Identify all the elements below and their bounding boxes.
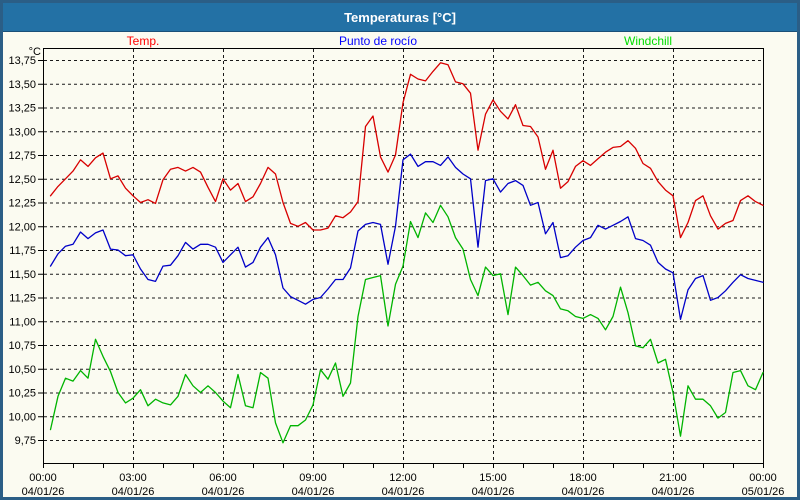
x-tick-date: 04/01/26 [652,486,695,498]
y-tick-label: 13,75 [8,55,36,67]
y-tick-label: 12,25 [8,198,36,210]
x-tick-date: 04/01/26 [562,486,605,498]
y-tick-label: 10,50 [8,364,36,376]
y-tick-label: 12,00 [8,221,36,233]
x-tick-date: 04/01/26 [22,486,65,498]
legend-item-temp: Temp. [126,34,160,48]
x-tick-time: 12:00 [389,472,417,484]
series-temp-line [49,62,764,239]
x-tick-time: 06:00 [209,472,237,484]
x-tick-time: 09:00 [299,472,327,484]
x-tick-time: 03:00 [119,472,147,484]
legend-item-windchill: Windchill [623,34,673,48]
x-tick-time: 21:00 [659,472,687,484]
y-tick-label: 13,50 [8,79,36,91]
temperature-chart: 13,75 13,50 13,25 13,00 12,75 12,50 12,25 12,00… [8,46,785,498]
series-windchill-line [49,204,764,444]
page-title: Temperaturas [°C] [344,9,456,25]
x-gridlines [133,49,674,462]
series-dew-point-line [49,153,764,321]
x-tick-date: 04/01/26 [472,486,515,498]
y-tick-label: 11,25 [9,293,36,305]
y-axis-ticks [38,60,43,441]
legend-item-dew-point: Punto de rocío [338,34,418,48]
x-tick-time: 00:00 [29,472,57,484]
y-tick-label: 10,25 [8,388,36,400]
x-tick-time: 00:00 [749,472,777,484]
y-axis-labels: 13,75 13,50 13,25 13,00 12,75 12,50 12,25 12,00… [8,55,36,447]
y-tick-label: 13,25 [8,103,36,115]
x-tick-time: 15:00 [479,472,507,484]
y-tick-label: 10,00 [8,411,36,423]
y-tick-label: 10,75 [8,340,36,352]
y-tick-label: 11,50 [9,269,36,281]
y-tick-label: 12,75 [8,150,36,162]
title-bar: Temperaturas [°C] [3,3,797,32]
x-axis-labels: 00:00 04/01/26 03:00 04/01/26 06:00 04/01/26 0… [22,472,785,498]
plot-border [43,48,764,464]
x-tick-date: 05/01/26 [742,486,785,498]
x-tick-time: 18:00 [569,472,597,484]
y-tick-label: 11,75 [9,245,36,257]
x-tick-date: 04/01/26 [202,486,245,498]
x-tick-date: 04/01/26 [382,486,425,498]
y-tick-label: 11,00 [9,316,36,328]
y-tick-label: 9,75 [15,435,36,447]
y-tick-label: 12,50 [8,174,36,186]
y-unit-label: °C [29,46,41,58]
y-tick-label: 13,00 [8,126,36,138]
x-tick-date: 04/01/26 [112,486,155,498]
x-tick-date: 04/01/26 [292,486,335,498]
